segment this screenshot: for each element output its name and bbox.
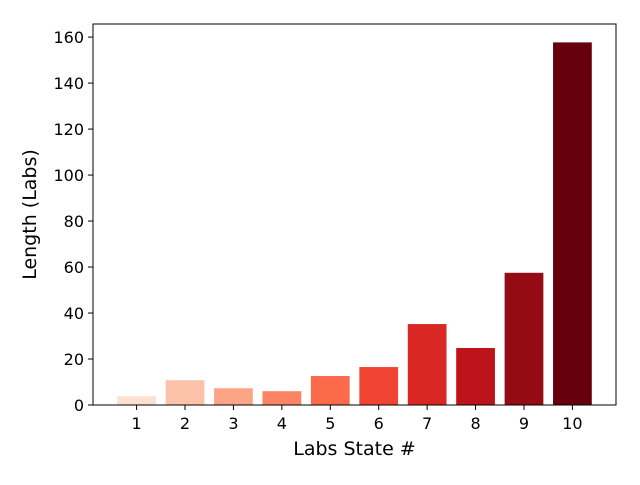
y-tick-label: 20: [64, 350, 84, 369]
y-tick-label: 40: [64, 304, 84, 323]
y-axis: 0 20 40 60 80 100 120 140 160: [53, 28, 93, 415]
bar-4: [262, 391, 302, 405]
x-tick-label: 6: [374, 414, 384, 433]
plot-frame: [92, 23, 617, 406]
x-tick-label: 2: [180, 414, 190, 433]
bar-1: [117, 396, 156, 405]
bar-2: [165, 380, 205, 405]
y-tick-label: 100: [53, 166, 84, 185]
y-tick-label: 120: [53, 120, 84, 139]
x-tick-label: 8: [470, 414, 480, 433]
x-tick-label: 4: [277, 414, 287, 433]
y-tick-label: 0: [74, 396, 84, 415]
y-tick-label: 60: [64, 258, 84, 277]
bar-3: [214, 388, 253, 405]
y-tick-label: 140: [53, 74, 84, 93]
x-tick-label: 3: [228, 414, 238, 433]
x-tick-label: 9: [519, 414, 529, 433]
x-tick-label: 10: [562, 414, 582, 433]
bar-5: [310, 376, 350, 405]
x-tick-label: 1: [131, 414, 141, 433]
bar-7: [407, 324, 447, 405]
y-axis-label: Length (Labs): [19, 149, 41, 280]
x-tick-label: 7: [422, 414, 432, 433]
y-tick-label: 160: [53, 28, 84, 47]
bar-8: [456, 347, 495, 405]
y-tick-label: 80: [64, 212, 84, 231]
bar-10: [553, 42, 592, 406]
bar-9: [504, 272, 544, 405]
x-axis-label: Labs State #: [293, 438, 415, 460]
x-tick-label: 5: [325, 414, 335, 433]
x-axis: 1 2 3 4 5 6 7 8 9 10: [131, 405, 583, 433]
bars-group: [117, 42, 592, 406]
bar-6: [359, 367, 399, 405]
